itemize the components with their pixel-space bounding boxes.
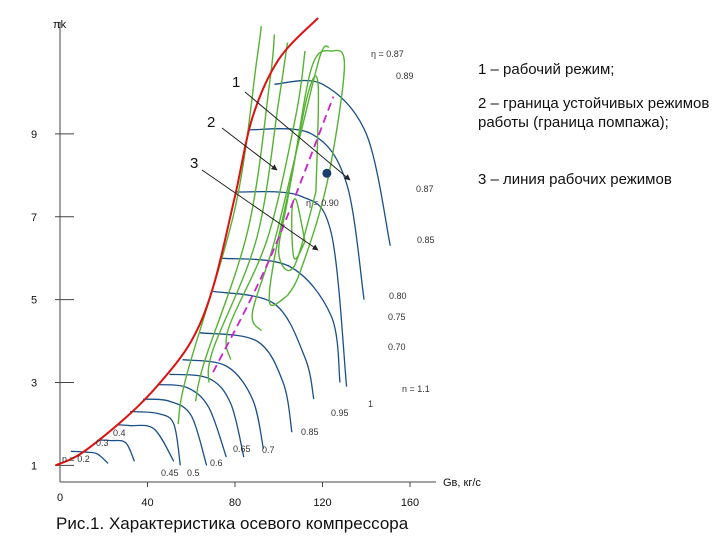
efficiency-contour: [251, 45, 330, 332]
speed-label: 1: [368, 399, 373, 409]
efficiency-label: 0.87: [416, 184, 434, 194]
operating-line: [212, 96, 335, 373]
y-tick-label: 5: [31, 295, 37, 307]
y-tick-label: 7: [31, 212, 37, 224]
efficiency-contour: [291, 198, 306, 260]
efficiency-label: 0.85: [417, 235, 435, 245]
efficiency-label: 0.70: [388, 342, 406, 352]
efficiency-label: 0.75: [388, 312, 406, 322]
efficiency-label: 0.89: [396, 71, 414, 81]
surge-line: [55, 17, 319, 467]
speed-line: [158, 383, 227, 458]
speed-line: [212, 290, 315, 400]
speed-line: [221, 257, 341, 383]
efficiency-contour: [177, 26, 262, 425]
speed-line: [143, 398, 208, 466]
efficiency-contour: [225, 50, 306, 360]
speed-label: n = 1.1: [402, 384, 430, 394]
speed-line: [99, 439, 135, 462]
speed-line: [274, 79, 391, 246]
legend-item-surge-boundary: 2 – граница устойчивых режимов работы (г…: [478, 95, 710, 131]
efficiency-label: η = 0.87: [371, 49, 404, 59]
y-axis-label: πk: [53, 19, 67, 31]
y-tick-label: 9: [31, 129, 37, 141]
speed-label: 0.85: [301, 427, 319, 437]
speed-line: [169, 373, 245, 458]
callout-3-number: 3: [190, 155, 198, 172]
speed-line: [116, 424, 175, 462]
x-tick-label: 80: [229, 497, 241, 509]
operating-point: [322, 168, 332, 178]
speed-label: 0.6: [210, 458, 223, 468]
callout-2-number: 2: [207, 114, 215, 131]
legend-item-operating-line: 3 – линия рабочих режимов: [478, 171, 672, 188]
figure-caption: Рис.1. Характеристика осевого компрессор…: [56, 514, 409, 533]
speed-label: 0.5: [187, 468, 200, 478]
legend-item-operating-mode: 1 – рабочий режим;: [478, 61, 615, 78]
efficiency-label: η = 0.90: [306, 198, 339, 208]
x-axis-label: Gв, кг/с: [443, 477, 481, 489]
speed-label: 0.45: [161, 468, 179, 478]
x-tick-label: 120: [313, 497, 331, 509]
speed-label: n = 0.2: [62, 454, 90, 464]
speed-line: [234, 190, 348, 387]
callout-1-number: 1: [232, 74, 240, 91]
origin-label: 0: [57, 492, 63, 504]
speed-label: 0.7: [262, 445, 275, 455]
y-tick-label: 1: [31, 460, 37, 472]
y-tick-label: 3: [31, 378, 37, 390]
speed-line: [248, 128, 365, 300]
speed-line: [70, 450, 109, 464]
speed-label: 0.95: [331, 408, 349, 418]
speed-label: 0.4: [113, 428, 126, 438]
callout-2-leader: [221, 127, 278, 171]
speed-label: 0.3: [96, 438, 109, 448]
efficiency-contour: [207, 42, 289, 383]
callout-3-leader: [201, 169, 319, 251]
speed-line: [129, 410, 181, 466]
speed-line: [182, 359, 265, 449]
x-tick-label: 40: [141, 497, 153, 509]
callout-1-leader: [244, 91, 351, 181]
x-tick-label: 160: [401, 497, 419, 509]
speed-label: 0.65: [233, 444, 251, 454]
efficiency-label: 0.80: [389, 291, 407, 301]
